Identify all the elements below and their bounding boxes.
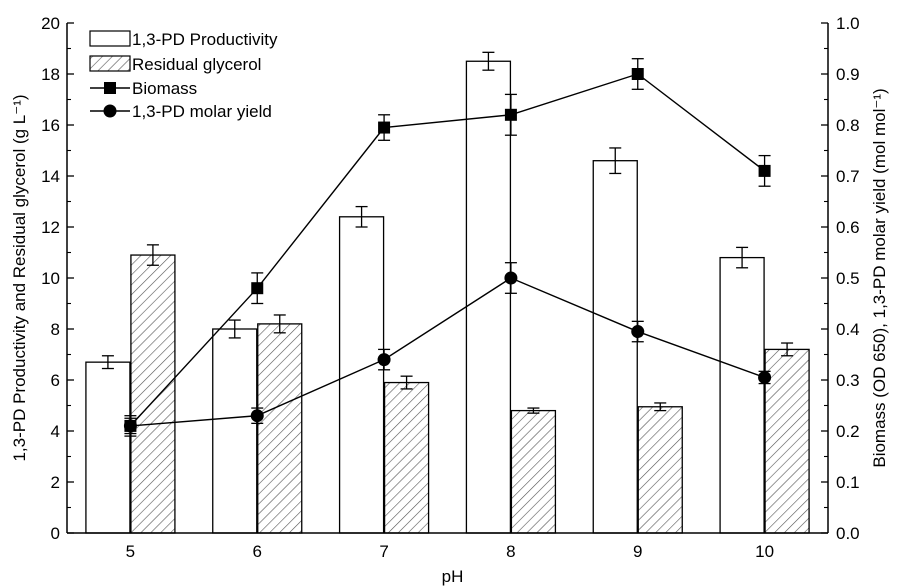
x-tick-label-7: 7 [379,542,388,561]
legend-swatch-residual-glycerol [89,55,131,72]
legend: 1,3-PD Productivity Residual glycerol Biom… [89,30,278,121]
y-axis-right-title: Biomass (OD 650), 1,3-PD molar yield (mo… [870,88,889,467]
y-left-tick-label-0: 0 [51,524,60,543]
bar-residual-glycerol-9 [637,406,683,534]
y-left-tick-label-8: 8 [51,320,60,339]
x-tick-label-10: 10 [755,542,774,561]
bar-layer [85,51,810,534]
bar-1-3-pd-productivity-10 [719,256,765,534]
bar-residual-glycerol-10 [764,348,810,534]
y-right-tick-label-0.0: 0.0 [836,524,860,543]
y-right-tick-label-0.7: 0.7 [836,167,860,186]
legend-label-molar-yield: 1,3-PD molar yield [132,102,272,121]
marker-1-3-pd-molar-yield-7 [377,353,391,367]
line-layer [123,58,772,437]
x-tick-label-5: 5 [126,542,135,561]
bar-1-3-pd-productivity-6 [212,328,258,534]
y-left-tick-label-4: 4 [51,422,60,441]
marker-biomass-10 [758,164,771,177]
marker-biomass-7 [378,121,391,134]
x-tick-label-8: 8 [506,542,515,561]
y-axis-left-title: 1,3-PD Productivity and Residual glycero… [10,94,29,461]
marker-1-3-pd-molar-yield-6 [250,409,264,423]
marker-1-3-pd-molar-yield-9 [631,325,645,339]
marker-1-3-pd-molar-yield-10 [758,370,772,384]
legend-label-productivity: 1,3-PD Productivity [132,30,278,49]
x-tick-label-9: 9 [633,542,642,561]
bar-residual-glycerol-6 [257,323,303,534]
bar-1-3-pd-productivity-7 [338,216,385,534]
bar-1-3-pd-productivity-5 [85,361,131,534]
y-right-tick-label-0.6: 0.6 [836,218,860,237]
bar-1-3-pd-productivity-8 [465,60,512,534]
marker-biomass-8 [504,108,517,121]
bar-residual-glycerol-5 [130,254,176,534]
x-axis-title: pH [442,567,464,586]
y-right-tick-label-0.1: 0.1 [836,473,860,492]
legend-marker-biomass [104,82,116,94]
bar-residual-glycerol-8 [510,409,557,534]
y-right-tick-label-0.5: 0.5 [836,269,860,288]
y-left-tick-label-18: 18 [41,65,60,84]
x-tick-label-6: 6 [253,542,262,561]
y-right-tick-label-0.8: 0.8 [836,116,860,135]
marker-1-3-pd-molar-yield-5 [123,419,137,433]
y-left-tick-label-14: 14 [41,167,60,186]
bar-residual-glycerol-7 [383,381,430,534]
line-biomass [129,73,766,427]
legend-label-residual-glycerol: Residual glycerol [132,55,261,74]
line-1-3-pd-molar-yield [130,277,765,427]
legend-swatch-productivity [89,30,131,47]
y-left-tick-label-12: 12 [41,218,60,237]
marker-biomass-6 [251,282,264,295]
y-left-tick-label-6: 6 [51,371,60,390]
marker-1-3-pd-molar-yield-8 [504,271,518,285]
legend-label-biomass: Biomass [132,79,197,98]
y-right-tick-label-0.2: 0.2 [836,422,860,441]
y-right-tick-label-0.4: 0.4 [836,320,860,339]
y-right-tick-label-0.3: 0.3 [836,371,860,390]
legend-marker-molar-yield [103,104,117,118]
y-left-tick-label-2: 2 [51,473,60,492]
y-left-tick-label-16: 16 [41,116,60,135]
y-left-tick-label-20: 20 [41,14,60,33]
marker-biomass-9 [631,68,644,80]
y-right-tick-label-1.0: 1.0 [836,14,860,33]
y-left-tick-label-10: 10 [41,269,60,288]
y-right-tick-label-0.9: 0.9 [836,65,860,84]
axes-layer: 0 2 4 6 8 10 12 14 16 18 20 0.0 0.1 0.2 0.3 0.4 0.5 0.6 0.… [10,14,889,586]
bar-1-3-pd-productivity-9 [592,160,638,534]
